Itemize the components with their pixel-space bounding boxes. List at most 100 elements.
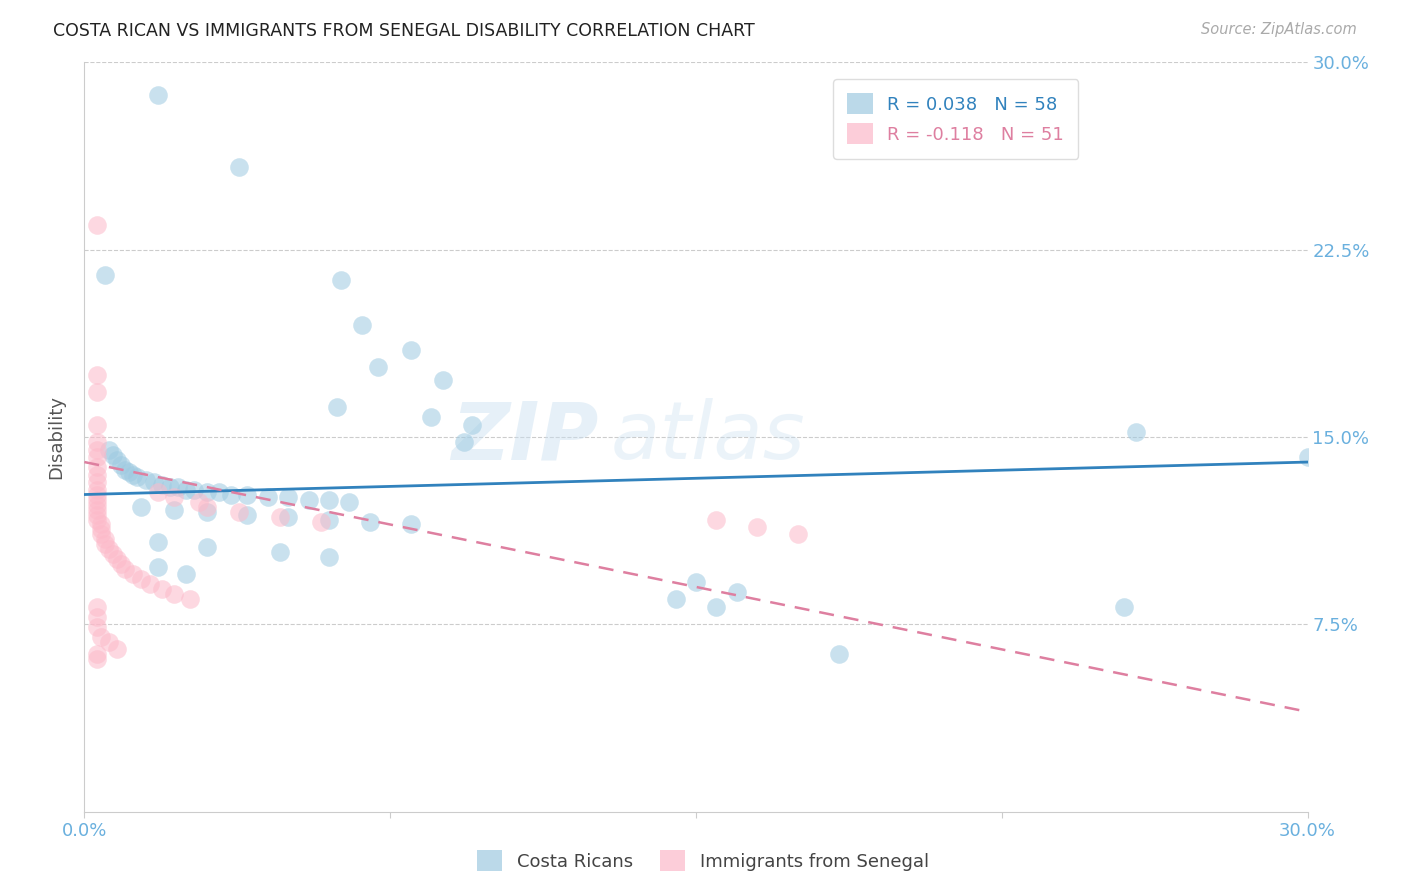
Point (420, 410, 443, 425)
Point (90, 517, 112, 532)
Point (146, 535, 169, 549)
Point (318, 492, 340, 507)
Point (257, 490, 280, 504)
Point (1296, 450, 1319, 464)
Point (350, 318, 373, 332)
Point (236, 508, 259, 522)
Point (367, 360, 389, 375)
Point (330, 273, 353, 287)
Point (725, 585, 748, 599)
Point (174, 483, 197, 497)
Point (399, 343, 422, 357)
Point (101, 448, 124, 462)
Point (93, 537, 115, 551)
Point (1125, 425, 1147, 439)
Point (146, 87, 169, 102)
Point (86, 498, 108, 512)
Point (163, 502, 186, 516)
Point (86, 417, 108, 432)
Point (219, 487, 242, 501)
Point (110, 558, 132, 572)
Point (105, 452, 128, 467)
Point (236, 487, 259, 501)
Point (179, 592, 201, 607)
Text: Source: ZipAtlas.com: Source: ZipAtlas.com (1201, 22, 1357, 37)
Point (318, 512, 340, 526)
Point (187, 495, 209, 509)
Point (86, 435, 108, 450)
Point (86, 492, 108, 507)
Point (90, 527, 112, 541)
Point (195, 500, 218, 514)
Point (131, 573, 153, 587)
Point (159, 480, 181, 494)
Point (86, 487, 108, 501)
Point (86, 483, 108, 497)
Point (269, 510, 291, 524)
Point (122, 567, 145, 582)
Point (146, 485, 169, 500)
Point (150, 582, 173, 597)
Point (93, 533, 115, 547)
Point (298, 492, 321, 507)
Point (706, 599, 728, 614)
Point (706, 512, 728, 526)
Point (228, 505, 250, 519)
Point (195, 540, 218, 554)
Point (339, 495, 361, 509)
Point (828, 648, 851, 662)
Point (86, 475, 108, 489)
Point (359, 515, 381, 529)
Point (114, 562, 136, 576)
Point (118, 465, 141, 479)
Point (138, 577, 160, 591)
Point (110, 458, 132, 472)
Point (86, 620, 108, 634)
Point (665, 592, 688, 607)
Point (86, 450, 108, 464)
Point (86, 502, 108, 516)
Point (97, 542, 120, 557)
Point (86, 610, 108, 624)
Point (163, 587, 186, 601)
Point (86, 467, 108, 482)
Point (86, 368, 108, 382)
Point (86, 508, 108, 522)
Point (135, 473, 157, 487)
Text: ZIP: ZIP (451, 398, 598, 476)
Point (86, 460, 108, 475)
Point (97, 635, 120, 649)
Point (277, 490, 299, 504)
Point (326, 400, 349, 414)
Point (787, 527, 810, 541)
Point (105, 642, 128, 657)
Point (277, 510, 299, 524)
Point (86, 648, 108, 662)
Point (93, 268, 115, 282)
Point (461, 417, 484, 432)
Legend: R = 0.038   N = 58, R = -0.118   N = 51: R = 0.038 N = 58, R = -0.118 N = 51 (832, 79, 1078, 159)
Point (97, 442, 120, 457)
Point (163, 490, 186, 504)
Point (685, 574, 707, 589)
Point (228, 161, 250, 175)
Point (453, 435, 475, 450)
Point (86, 599, 108, 614)
Point (86, 442, 108, 457)
Point (747, 520, 769, 534)
Point (269, 545, 291, 559)
Point (167, 480, 190, 494)
Point (1114, 599, 1136, 614)
Point (127, 470, 149, 484)
Legend: Costa Ricans, Immigrants from Senegal: Costa Ricans, Immigrants from Senegal (470, 843, 936, 879)
Point (195, 485, 218, 500)
Point (309, 515, 332, 529)
Point (101, 548, 124, 562)
Point (131, 500, 153, 514)
Text: COSTA RICAN VS IMMIGRANTS FROM SENEGAL DISABILITY CORRELATION CHART: COSTA RICAN VS IMMIGRANTS FROM SENEGAL D… (53, 22, 755, 40)
Point (86, 512, 108, 526)
Point (86, 652, 108, 666)
Point (105, 552, 128, 566)
Y-axis label: Disability: Disability (48, 395, 66, 479)
Point (146, 560, 169, 574)
